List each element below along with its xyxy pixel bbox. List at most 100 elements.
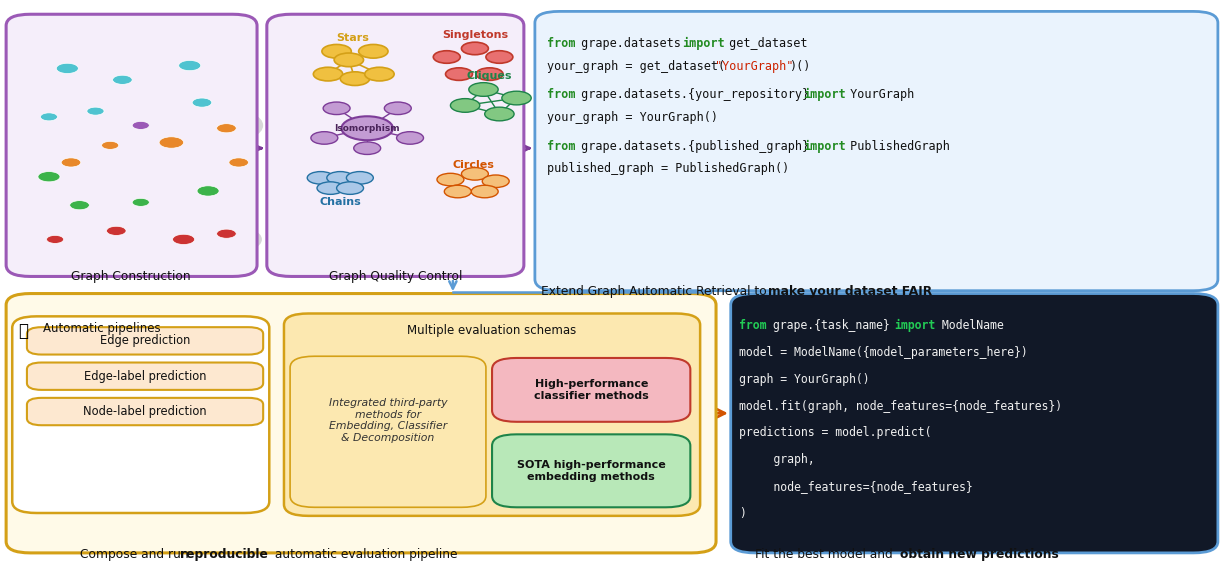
- FancyBboxPatch shape: [731, 294, 1218, 553]
- Circle shape: [70, 201, 89, 210]
- Text: import: import: [803, 140, 846, 153]
- Text: import: import: [894, 319, 935, 332]
- Circle shape: [83, 70, 162, 107]
- Text: Graph Construction: Graph Construction: [71, 270, 191, 283]
- Circle shape: [384, 102, 411, 115]
- Text: from: from: [547, 140, 575, 153]
- Text: graph,: graph,: [739, 453, 815, 466]
- Text: 🍇: 🍇: [18, 322, 28, 340]
- Text: obtain new predictions: obtain new predictions: [900, 548, 1059, 561]
- Circle shape: [461, 168, 488, 180]
- Text: Edge prediction: Edge prediction: [100, 335, 190, 347]
- Text: Fit the best model and: Fit the best model and: [755, 548, 897, 561]
- Text: ): ): [739, 507, 747, 520]
- Circle shape: [40, 113, 58, 121]
- Text: grape.{task_name}: grape.{task_name}: [766, 319, 897, 332]
- Circle shape: [179, 60, 201, 71]
- Text: Chains: Chains: [319, 197, 361, 207]
- Circle shape: [169, 181, 247, 218]
- FancyBboxPatch shape: [267, 14, 524, 276]
- Circle shape: [113, 75, 132, 84]
- Text: PublishedGraph: PublishedGraph: [843, 140, 950, 153]
- Text: Multiple evaluation schemas: Multiple evaluation schemas: [408, 324, 577, 337]
- Text: model = ModelName({model_parameters_here}): model = ModelName({model_parameters_here…: [739, 346, 1028, 359]
- Circle shape: [486, 51, 513, 63]
- Circle shape: [397, 132, 424, 144]
- Text: your_graph = YourGraph(): your_graph = YourGraph(): [547, 111, 718, 124]
- Circle shape: [106, 226, 126, 235]
- Circle shape: [476, 68, 503, 80]
- Circle shape: [323, 102, 350, 115]
- Circle shape: [159, 137, 184, 148]
- Text: import: import: [803, 88, 846, 101]
- Circle shape: [359, 44, 388, 58]
- Text: Edge-label prediction: Edge-label prediction: [83, 370, 207, 382]
- FancyBboxPatch shape: [492, 358, 690, 422]
- Text: Singletons: Singletons: [442, 30, 508, 40]
- Circle shape: [469, 83, 498, 96]
- Circle shape: [485, 107, 514, 121]
- Text: grape.datasets: grape.datasets: [574, 37, 688, 50]
- Text: graph = YourGraph(): graph = YourGraph(): [739, 373, 870, 386]
- Text: Cliques: Cliques: [466, 71, 513, 81]
- FancyBboxPatch shape: [492, 434, 690, 507]
- Circle shape: [173, 234, 195, 245]
- Circle shape: [482, 175, 509, 188]
- Circle shape: [461, 42, 488, 55]
- FancyBboxPatch shape: [6, 294, 716, 553]
- Circle shape: [502, 91, 531, 105]
- Text: import: import: [682, 37, 725, 50]
- FancyBboxPatch shape: [290, 356, 486, 507]
- Circle shape: [229, 158, 248, 167]
- Text: grape.datasets.{your_repository}: grape.datasets.{your_repository}: [574, 88, 816, 101]
- Circle shape: [21, 47, 114, 90]
- Circle shape: [132, 121, 149, 129]
- Text: from: from: [739, 319, 766, 332]
- Text: model.fit(graph, node_features={node_features}): model.fit(graph, node_features={node_fea…: [739, 400, 1062, 413]
- Circle shape: [197, 186, 219, 196]
- Circle shape: [40, 221, 94, 246]
- Text: predictions = model.predict(: predictions = model.predict(: [739, 426, 931, 439]
- FancyBboxPatch shape: [12, 316, 269, 513]
- Circle shape: [217, 124, 236, 133]
- Circle shape: [38, 172, 60, 182]
- Text: from: from: [547, 88, 575, 101]
- Text: High-performance
classifier methods: High-performance classifier methods: [534, 379, 649, 401]
- Circle shape: [433, 51, 460, 63]
- Text: SOTA high-performance
embedding methods: SOTA high-performance embedding methods: [517, 460, 666, 482]
- Circle shape: [159, 48, 233, 83]
- Circle shape: [122, 242, 171, 265]
- Circle shape: [102, 141, 119, 149]
- Circle shape: [437, 173, 464, 186]
- Text: ModelName: ModelName: [935, 319, 1004, 332]
- Circle shape: [317, 182, 344, 194]
- Text: Graph Quality Control: Graph Quality Control: [329, 270, 461, 283]
- Circle shape: [471, 185, 498, 198]
- Circle shape: [327, 172, 354, 184]
- Circle shape: [132, 198, 149, 206]
- Text: Isomorphism: Isomorphism: [334, 124, 400, 133]
- Circle shape: [322, 44, 351, 58]
- Text: Integrated third-party
methods for
Embedding, Classifier
& Decomposition: Integrated third-party methods for Embed…: [329, 398, 447, 443]
- FancyBboxPatch shape: [27, 363, 263, 390]
- Circle shape: [341, 116, 393, 140]
- Circle shape: [365, 67, 394, 81]
- Circle shape: [313, 67, 343, 81]
- Circle shape: [87, 107, 104, 115]
- Circle shape: [47, 235, 64, 243]
- Text: automatic evaluation pipeline: automatic evaluation pipeline: [272, 548, 458, 561]
- Circle shape: [334, 53, 364, 67]
- Circle shape: [337, 182, 364, 194]
- Text: published_graph = PublishedGraph(): published_graph = PublishedGraph(): [547, 162, 789, 176]
- FancyBboxPatch shape: [6, 14, 257, 276]
- Circle shape: [64, 112, 132, 144]
- FancyBboxPatch shape: [27, 327, 263, 355]
- Circle shape: [446, 68, 472, 80]
- Circle shape: [444, 185, 471, 198]
- Text: Automatic pipelines: Automatic pipelines: [43, 322, 160, 335]
- Circle shape: [346, 172, 373, 184]
- Text: from: from: [547, 37, 575, 50]
- Text: your_graph = get_dataset(: your_graph = get_dataset(: [547, 60, 726, 73]
- Circle shape: [340, 72, 370, 86]
- Text: node_features={node_features}: node_features={node_features}: [739, 480, 973, 493]
